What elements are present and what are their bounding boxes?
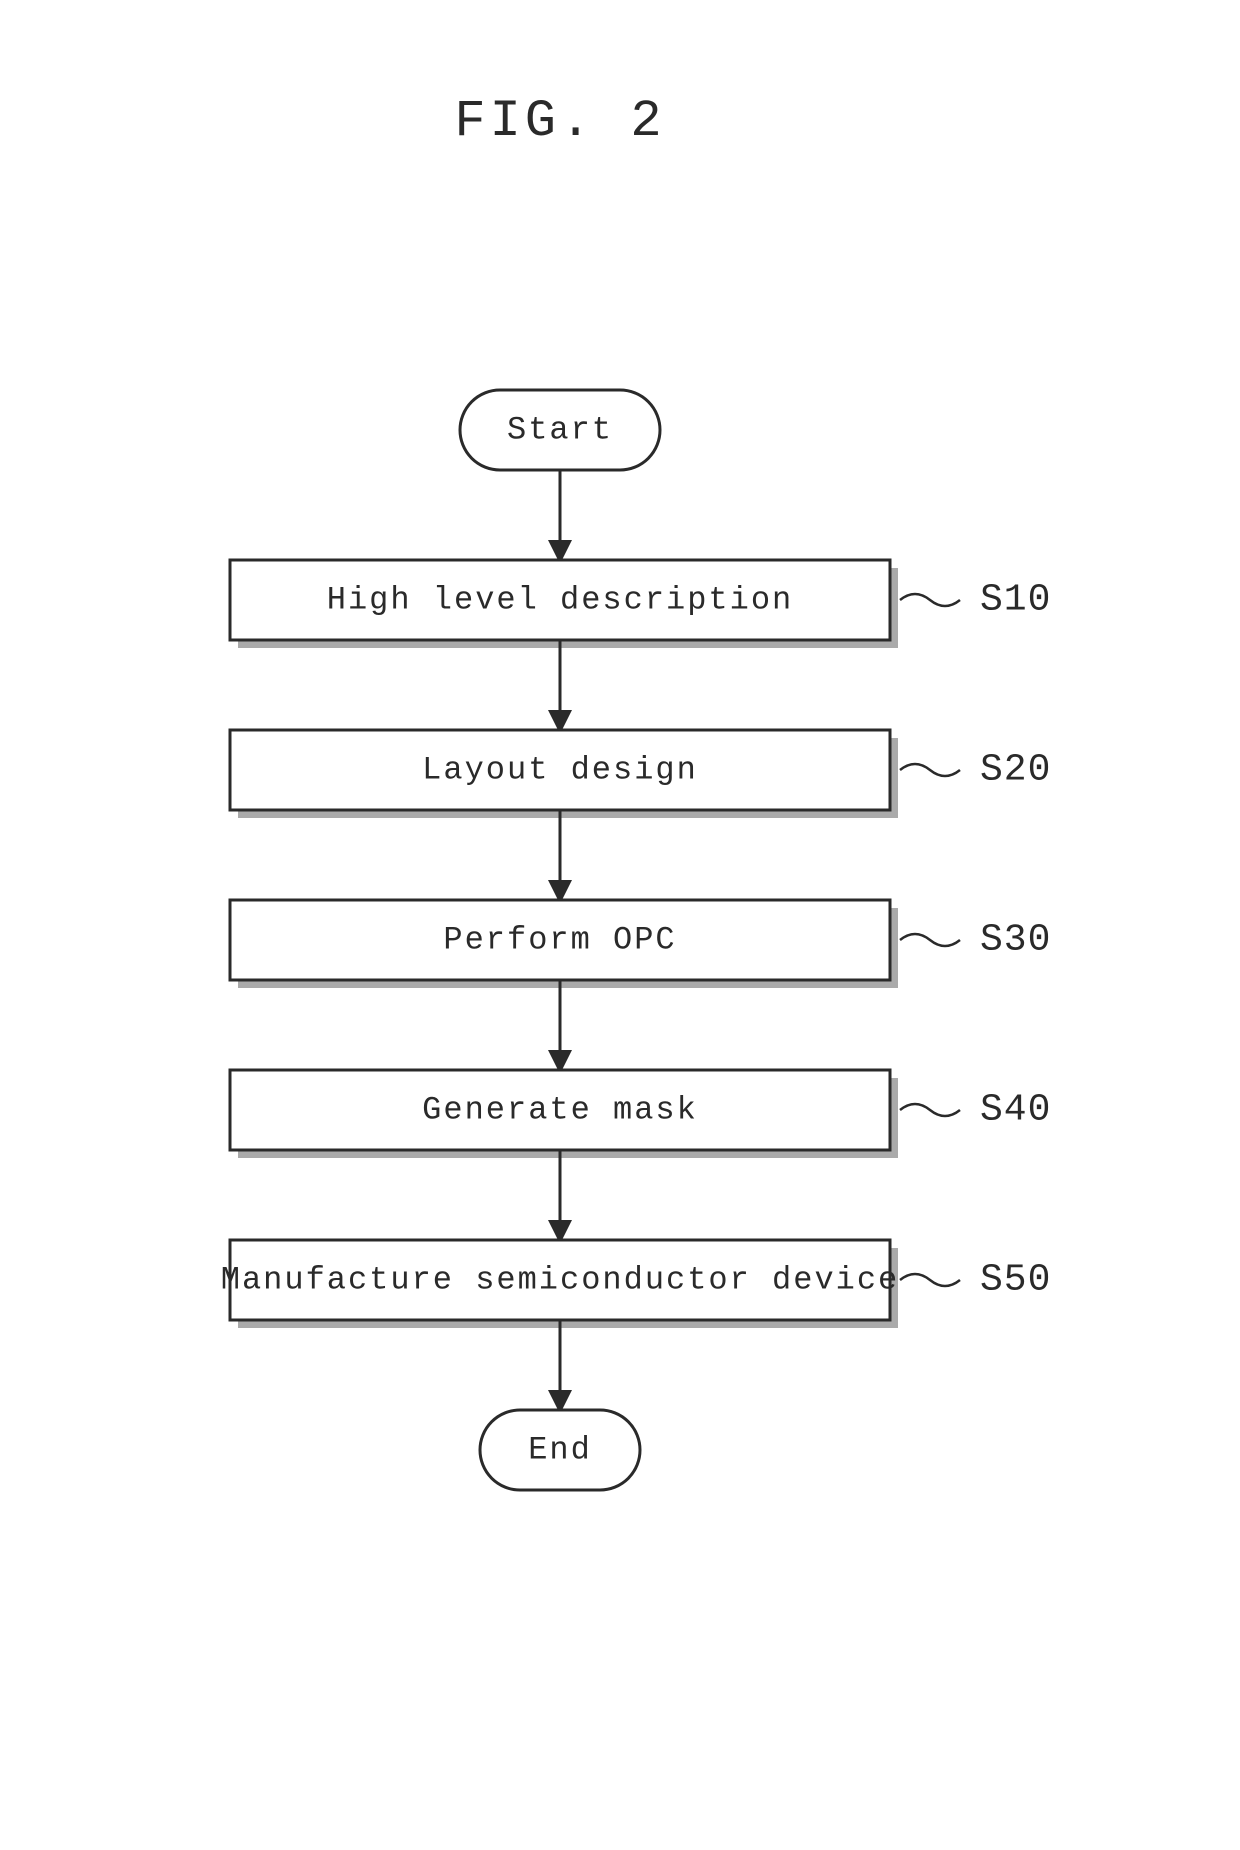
step-text: Manufacture semiconductor device [221, 1262, 900, 1299]
step-text: Generate mask [422, 1092, 698, 1129]
step-id-label: S30 [980, 919, 1051, 962]
step-id-label: S20 [980, 749, 1051, 792]
step-id-label: S50 [980, 1259, 1051, 1302]
step-id-label: S10 [980, 579, 1051, 622]
step-connector [900, 1274, 960, 1286]
step-connector [900, 934, 960, 946]
step-connector [900, 764, 960, 776]
step-connector [900, 1104, 960, 1116]
step-id-label: S40 [980, 1089, 1051, 1132]
start-label: Start [507, 412, 613, 449]
end-label: End [528, 1432, 592, 1469]
step-text: Perform OPC [443, 922, 676, 959]
step-text: Layout design [422, 752, 698, 789]
flowchart: FIG. 2 Start High level description S10 Layo… [0, 0, 1240, 1850]
step-connector [900, 594, 960, 606]
figure-title: FIG. 2 [454, 92, 665, 151]
step-text: High level description [327, 582, 793, 619]
